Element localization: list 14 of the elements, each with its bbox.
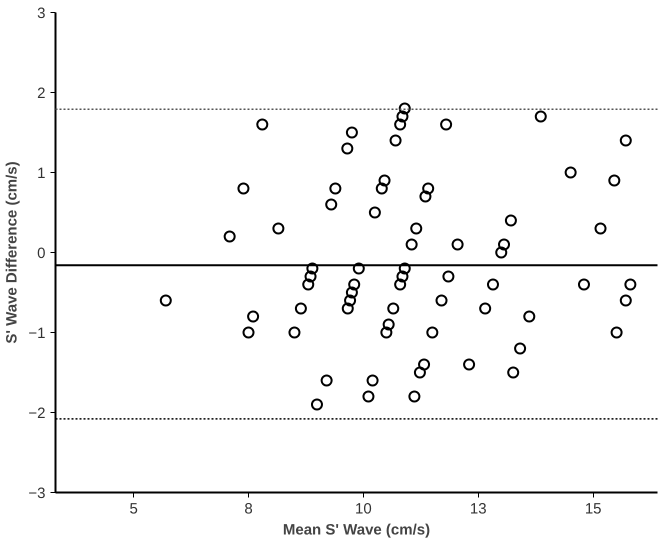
x-tick-label: 8 <box>244 500 253 518</box>
x-tick-label: 10 <box>355 500 372 518</box>
x-tick-label: 13 <box>470 500 487 518</box>
y-tick-label: −1 <box>28 325 46 342</box>
y-tick-label: 2 <box>37 85 46 102</box>
y-axis-title: S' Wave Difference (cm/s) <box>3 161 20 344</box>
y-tick-label: 3 <box>37 5 46 22</box>
x-axis-title: Mean S' Wave (cm/s) <box>282 522 430 538</box>
y-tick-label: −2 <box>28 405 46 422</box>
y-tick-label: 0 <box>37 245 46 262</box>
x-tick-label: 15 <box>584 500 602 518</box>
x-tick-label: 5 <box>129 500 138 518</box>
y-tick-label: 1 <box>37 165 46 182</box>
y-tick-label: −3 <box>28 485 46 502</box>
